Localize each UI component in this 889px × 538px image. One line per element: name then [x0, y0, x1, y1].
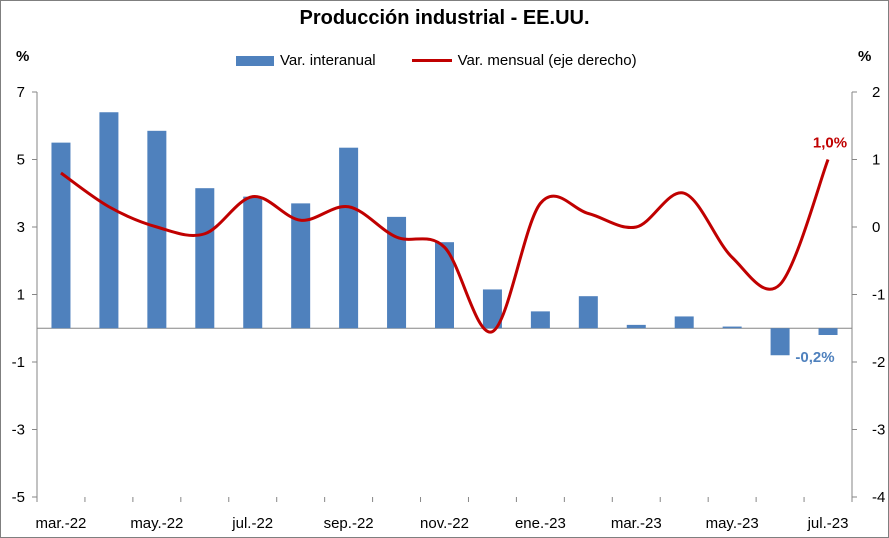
right-tick-label: -1	[872, 287, 885, 304]
x-tick-label: nov.-22	[420, 515, 469, 532]
x-tick-label: may.-23	[706, 515, 759, 532]
right-tick-label: -4	[872, 489, 885, 506]
legend-bar-swatch	[236, 55, 274, 66]
left-tick-label: -5	[12, 489, 25, 506]
bar	[722, 326, 742, 329]
x-tick-label: sep.-22	[324, 515, 374, 532]
legend-line-swatch	[411, 59, 452, 62]
right-tick-label: 2	[872, 84, 880, 101]
left-tick-label: -1	[12, 354, 25, 371]
bar	[51, 142, 71, 329]
bar	[195, 188, 215, 329]
bar	[770, 328, 790, 356]
bar	[387, 216, 407, 329]
bar	[99, 112, 119, 329]
left-tick-label: -3	[12, 422, 25, 439]
bar	[339, 147, 359, 329]
bar	[578, 296, 598, 329]
right-tick-label: 1	[872, 152, 880, 169]
bar	[435, 242, 454, 329]
x-tick-label: mar.-22	[36, 515, 87, 532]
left-tick-label: 1	[17, 287, 25, 304]
bar	[482, 289, 502, 329]
right-tick-label: 0	[872, 219, 880, 236]
legend-line-label: Var. mensual (eje derecho)	[457, 52, 637, 69]
right-tick-label: -3	[872, 422, 885, 439]
x-tick-label: may.-22	[130, 515, 183, 532]
right-tick-label: -2	[872, 354, 885, 371]
bar	[626, 324, 646, 329]
bar	[674, 316, 694, 329]
x-tick-label: jul.-22	[231, 515, 273, 532]
monthly-line	[60, 158, 830, 334]
legend-bar-label: Var. interanual	[280, 52, 376, 69]
legend-item-bar: Var. interanual	[236, 52, 376, 69]
left-tick-label: 3	[17, 219, 25, 236]
bar	[530, 311, 550, 329]
x-tick-label: mar.-23	[611, 515, 662, 532]
legend-item-line: Var. mensual (eje derecho)	[411, 52, 637, 69]
x-tick-label: jul.-23	[807, 515, 849, 532]
data-label: 1,0%	[813, 135, 847, 152]
bar	[147, 130, 167, 329]
left-tick-label: 5	[17, 152, 25, 169]
bar	[243, 196, 263, 329]
x-tick-label: ene.-23	[515, 515, 566, 532]
right-axis-unit: %	[858, 48, 872, 65]
left-tick-label: 7	[17, 84, 25, 101]
left-axis-unit: %	[16, 48, 30, 65]
chart-title: Producción industrial - EE.UU.	[299, 7, 590, 29]
bar	[818, 328, 838, 335]
bar	[291, 203, 311, 329]
legend: Var. interanual Var. mensual (eje derech…	[236, 52, 673, 69]
data-label: -0,2%	[795, 349, 834, 366]
